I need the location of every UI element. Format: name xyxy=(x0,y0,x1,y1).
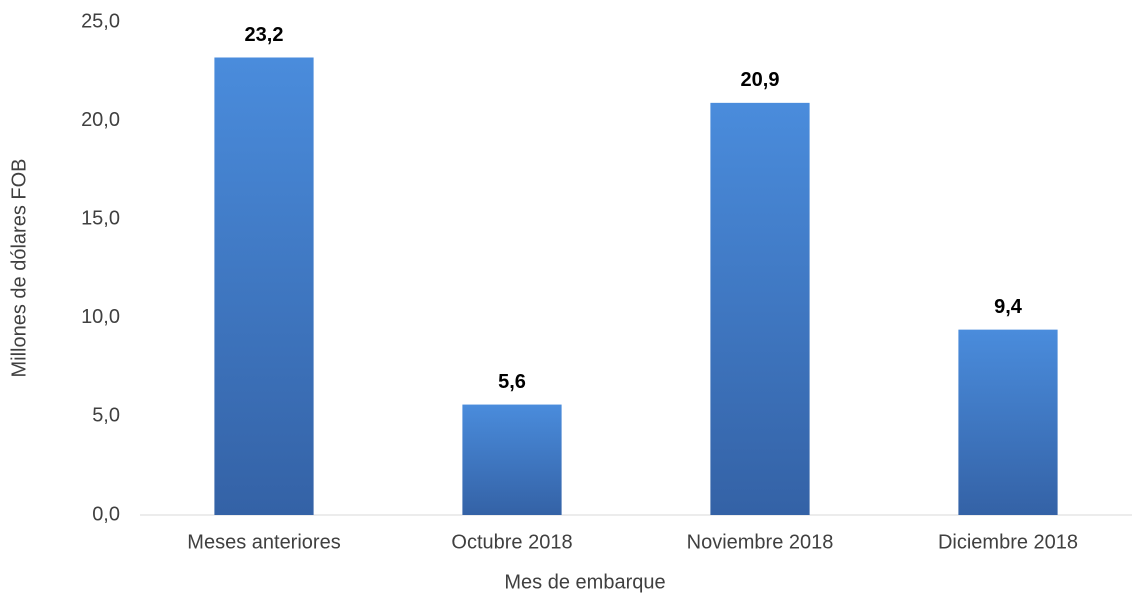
y-tick-label: 25,0 xyxy=(81,10,120,32)
x-axis-title: Mes de embarque xyxy=(504,571,665,593)
value-label: 9,4 xyxy=(994,296,1023,318)
y-tick-label: 5,0 xyxy=(92,405,120,427)
x-tick-label: Diciembre 2018 xyxy=(938,531,1078,553)
x-tick-label: Noviembre 2018 xyxy=(687,531,834,553)
y-tick-label: 10,0 xyxy=(81,306,120,328)
value-label: 23,2 xyxy=(245,24,284,46)
bar xyxy=(214,57,314,515)
y-tick-label: 15,0 xyxy=(81,207,120,229)
value-label: 5,6 xyxy=(498,371,526,393)
x-tick-label: Octubre 2018 xyxy=(451,531,572,553)
bar xyxy=(462,404,562,515)
bar xyxy=(710,102,810,516)
value-label: 20,9 xyxy=(741,69,780,91)
y-tick-label: 0,0 xyxy=(92,503,120,525)
y-axis-title: Millones de dólares FOB xyxy=(8,159,30,378)
bar xyxy=(958,329,1058,515)
x-tick-label: Meses anteriores xyxy=(187,531,340,553)
y-tick-label: 20,0 xyxy=(81,109,120,131)
